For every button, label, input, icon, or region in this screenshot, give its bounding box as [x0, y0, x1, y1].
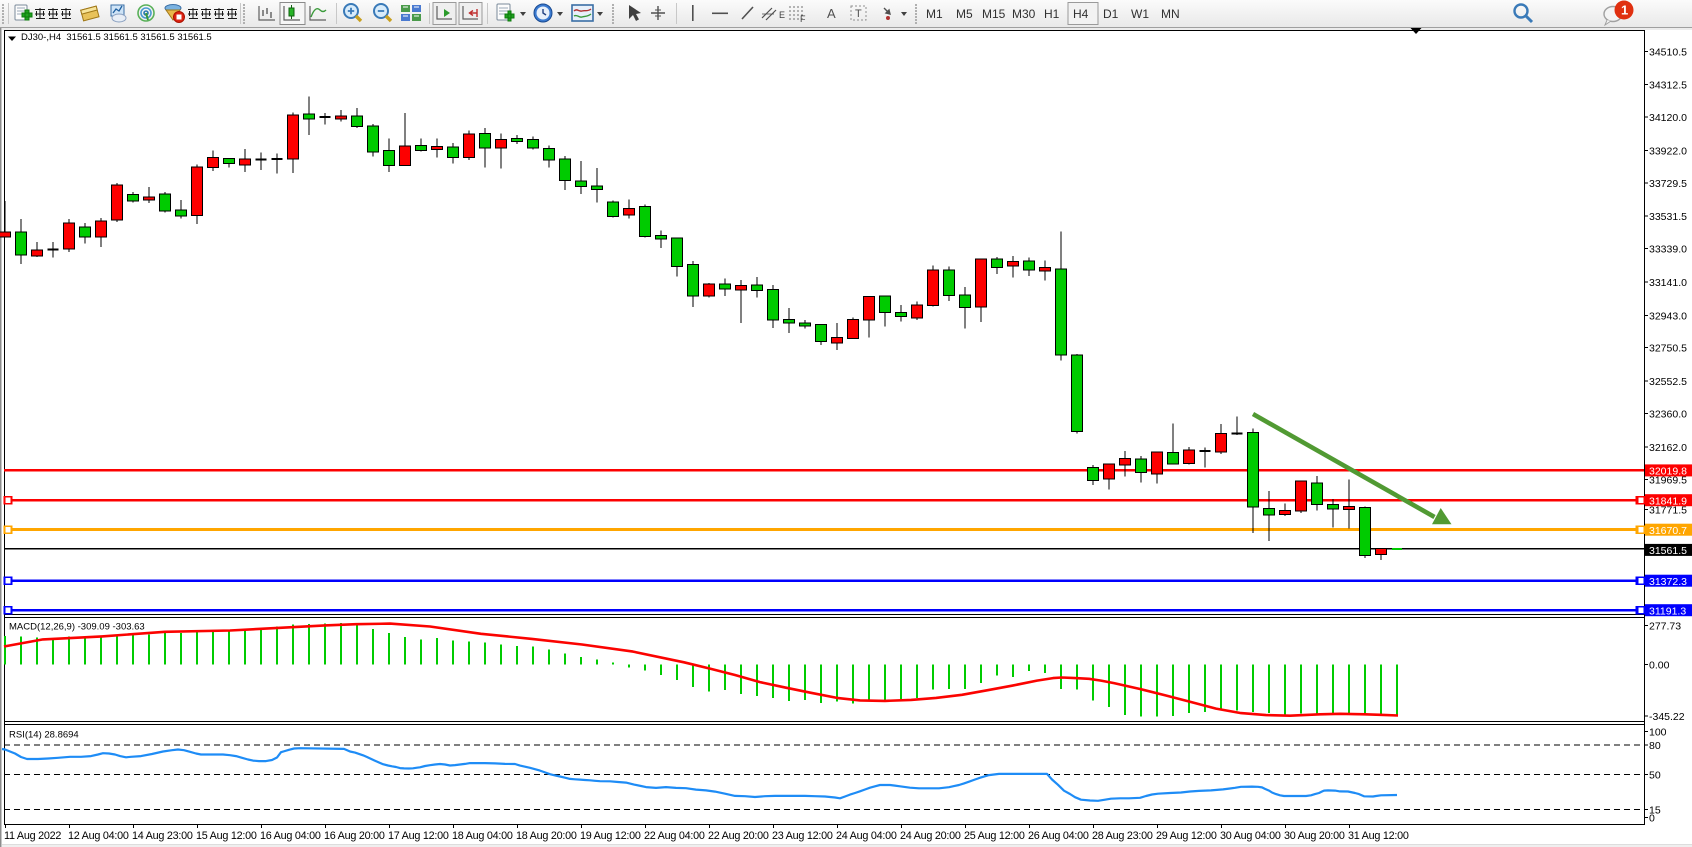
svg-text:11 Aug 2022: 11 Aug 2022: [4, 830, 61, 842]
svg-text:16 Aug 04:00: 16 Aug 04:00: [260, 830, 321, 842]
svg-text:-345.22: -345.22: [1649, 711, 1685, 723]
svg-text:33729.5: 33729.5: [1649, 178, 1687, 190]
svg-text:T: T: [855, 8, 862, 20]
svg-text:M1: M1: [926, 7, 943, 21]
svg-text:32943.0: 32943.0: [1649, 310, 1687, 322]
svg-text:12 Aug 04:00: 12 Aug 04:00: [68, 830, 129, 842]
svg-text:23 Aug 12:00: 23 Aug 12:00: [772, 830, 833, 842]
svg-text:31372.3: 31372.3: [1649, 576, 1687, 588]
svg-text:19 Aug 12:00: 19 Aug 12:00: [580, 830, 641, 842]
svg-text:33141.0: 33141.0: [1649, 277, 1687, 289]
svg-text:32162.0: 32162.0: [1649, 442, 1687, 454]
svg-text:30 Aug 04:00: 30 Aug 04:00: [1220, 830, 1281, 842]
svg-text:28 Aug 23:00: 28 Aug 23:00: [1092, 830, 1153, 842]
svg-text:18 Aug 04:00: 18 Aug 04:00: [452, 830, 513, 842]
svg-text:17 Aug 12:00: 17 Aug 12:00: [388, 830, 449, 842]
svg-text:0.00: 0.00: [1649, 659, 1670, 671]
svg-text:31191.3: 31191.3: [1649, 605, 1686, 617]
svg-text:32019.8: 32019.8: [1649, 466, 1687, 478]
svg-text:32552.5: 32552.5: [1649, 376, 1687, 388]
svg-text:31670.7: 31670.7: [1649, 525, 1687, 537]
svg-text:24 Aug 20:00: 24 Aug 20:00: [900, 830, 961, 842]
svg-text:15 Aug 12:00: 15 Aug 12:00: [196, 830, 257, 842]
svg-text:F: F: [800, 14, 806, 24]
svg-text:30 Aug 20:00: 30 Aug 20:00: [1284, 830, 1345, 842]
svg-text:31841.9: 31841.9: [1649, 495, 1687, 507]
svg-text:24 Aug 04:00: 24 Aug 04:00: [836, 830, 897, 842]
svg-text:22 Aug 20:00: 22 Aug 20:00: [708, 830, 769, 842]
svg-text:H4: H4: [1073, 7, 1089, 21]
svg-text:M5: M5: [956, 7, 973, 21]
svg-text:29 Aug 12:00: 29 Aug 12:00: [1156, 830, 1217, 842]
svg-text:34120.0: 34120.0: [1649, 112, 1687, 124]
svg-text:32360.0: 32360.0: [1649, 409, 1687, 421]
svg-text:15: 15: [1649, 804, 1661, 816]
svg-text:M30: M30: [1012, 7, 1036, 21]
svg-text:16 Aug 20:00: 16 Aug 20:00: [324, 830, 385, 842]
svg-text:33339.0: 33339.0: [1649, 244, 1687, 256]
svg-text:32750.5: 32750.5: [1649, 343, 1687, 355]
svg-text:18 Aug 20:00: 18 Aug 20:00: [516, 830, 577, 842]
svg-text:22 Aug 04:00: 22 Aug 04:00: [644, 830, 705, 842]
svg-text:D1: D1: [1103, 7, 1119, 21]
svg-text:31561.5: 31561.5: [1649, 545, 1687, 557]
svg-text:80: 80: [1649, 740, 1661, 752]
svg-text:100: 100: [1649, 727, 1667, 739]
svg-text:W1: W1: [1131, 7, 1149, 21]
svg-text:34312.5: 34312.5: [1649, 80, 1687, 92]
svg-text:34510.5: 34510.5: [1649, 46, 1687, 58]
svg-text:DJ30-,H4 31561.5 31561.5 3156: DJ30-,H4 31561.5 31561.5 31561.5 31561.5: [21, 32, 212, 43]
svg-text:A: A: [827, 6, 836, 21]
svg-text:1: 1: [1621, 3, 1628, 18]
svg-text:RSI(14) 28.8694: RSI(14) 28.8694: [9, 730, 79, 741]
svg-text:E: E: [779, 10, 785, 20]
svg-text:MACD(12,26,9) -309.09 -303.63: MACD(12,26,9) -309.09 -303.63: [9, 622, 145, 633]
svg-text:14 Aug 23:00: 14 Aug 23:00: [132, 830, 193, 842]
svg-text:50: 50: [1649, 770, 1661, 782]
svg-text:25 Aug 12:00: 25 Aug 12:00: [964, 830, 1025, 842]
svg-text:31969.5: 31969.5: [1649, 475, 1687, 487]
svg-text:H1: H1: [1044, 7, 1060, 21]
svg-text:26 Aug 04:00: 26 Aug 04:00: [1028, 830, 1089, 842]
svg-text:33531.5: 33531.5: [1649, 211, 1687, 223]
svg-text:33922.0: 33922.0: [1649, 145, 1687, 157]
svg-text:277.73: 277.73: [1649, 620, 1681, 632]
svg-text:0: 0: [1649, 813, 1655, 825]
svg-text:31 Aug 12:00: 31 Aug 12:00: [1348, 830, 1409, 842]
svg-text:31771.5: 31771.5: [1649, 505, 1687, 517]
svg-text:M15: M15: [982, 7, 1006, 21]
svg-text:MN: MN: [1161, 7, 1180, 21]
